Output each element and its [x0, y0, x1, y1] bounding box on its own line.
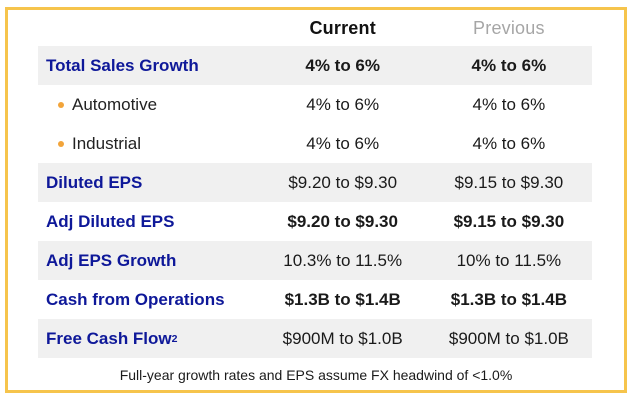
table-row: Automotive 4% to 6% 4% to 6% [38, 85, 592, 124]
row-label-text: Industrial [72, 133, 141, 153]
current-value: $1.3B to $1.4B [284, 289, 401, 309]
current-value: $900M to $1.0B [282, 328, 403, 348]
previous-value: $900M to $1.0B [448, 328, 569, 348]
table-row: Diluted EPS $9.20 to $9.30 $9.15 to $9.3… [38, 163, 592, 202]
table-footnote: Full-year growth rates and EPS assume FX… [119, 367, 513, 383]
guidance-table-card: Current Previous Total Sales Growth 4% t… [5, 7, 627, 393]
bullet-icon [58, 101, 64, 108]
table-row: Cash from Operations $1.3B to $1.4B $1.3… [38, 280, 592, 319]
previous-value: $9.15 to $9.30 [453, 211, 565, 231]
table-row: Adj Diluted EPS $9.20 to $9.30 $9.15 to … [38, 202, 592, 241]
row-label: Cash from Operations [38, 290, 260, 310]
table-row: Free Cash Flow 2 $900M to $1.0B $900M to … [38, 319, 592, 358]
row-label: Free Cash Flow 2 [46, 328, 178, 348]
current-value: 4% to 6% [305, 55, 380, 75]
current-value: 4% to 6% [306, 133, 380, 153]
previous-value: 4% to 6% [471, 55, 547, 75]
row-label: Diluted EPS [38, 173, 260, 193]
previous-value: $1.3B to $1.4B [450, 289, 567, 309]
table-row: Total Sales Growth 4% to 6% 4% to 6% [38, 46, 592, 85]
row-label: Adj Diluted EPS [38, 212, 260, 232]
previous-value: 10% to 11.5% [456, 250, 562, 270]
column-header-previous: Previous [473, 17, 545, 38]
row-label-text: Adj EPS Growth [46, 250, 177, 270]
table-row: Adj EPS Growth 10.3% to 11.5% 10% to 11.… [38, 241, 592, 280]
table-body: Total Sales Growth 4% to 6% 4% to 6% Aut… [8, 46, 624, 358]
row-label-text: Free Cash Flow [46, 328, 172, 348]
current-value: $9.20 to $9.30 [288, 172, 398, 192]
current-value: 10.3% to 11.5% [283, 250, 403, 270]
column-header-current: Current [309, 17, 376, 38]
row-label-text: Diluted EPS [46, 172, 143, 192]
row-label-text: Total Sales Growth [46, 55, 199, 75]
previous-value: 4% to 6% [472, 94, 546, 114]
row-label-text: Adj Diluted EPS [46, 211, 175, 231]
table-row: Industrial 4% to 6% 4% to 6% [38, 124, 592, 163]
row-label: Industrial [38, 134, 260, 154]
row-label: Total Sales Growth [38, 56, 260, 76]
bullet-icon [58, 140, 64, 147]
previous-value: $9.15 to $9.30 [454, 172, 564, 192]
row-label-text: Automotive [72, 94, 158, 114]
row-label: Adj EPS Growth [38, 251, 260, 271]
table-header-row: Current Previous [38, 10, 592, 46]
row-label: Automotive [38, 95, 260, 115]
previous-value: 4% to 6% [472, 133, 546, 153]
row-label-text: Cash from Operations [46, 289, 225, 309]
current-value: 4% to 6% [306, 94, 380, 114]
current-value: $9.20 to $9.30 [287, 211, 398, 231]
